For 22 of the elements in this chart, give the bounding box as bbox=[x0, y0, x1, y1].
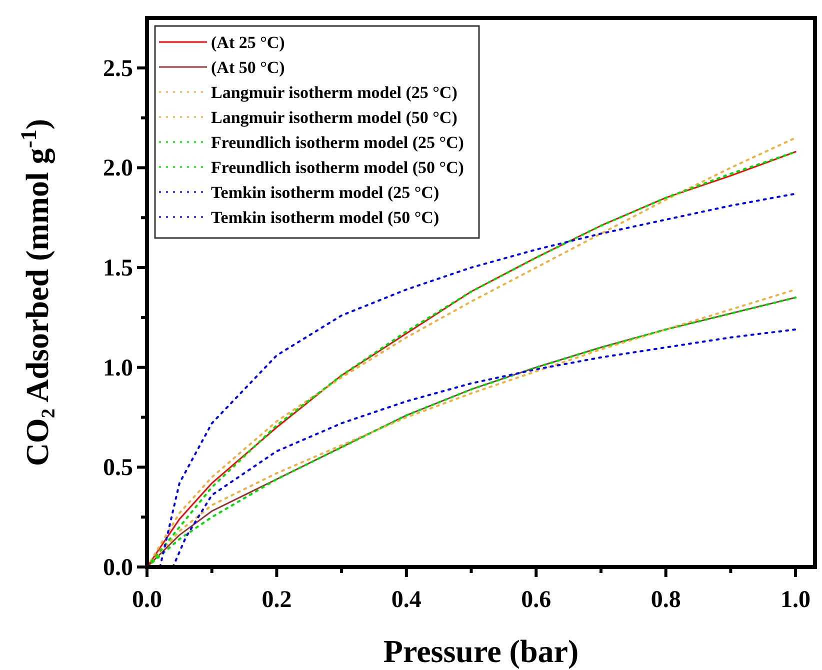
x-tick-label: 0.4 bbox=[391, 587, 422, 613]
y-tick-label: 0.0 bbox=[103, 555, 133, 581]
y-tick-label: 1.0 bbox=[103, 355, 133, 382]
y-tick-label: 2.0 bbox=[103, 156, 133, 182]
y-tick-label: 2.5 bbox=[103, 56, 133, 82]
legend-label: (At 25 °C) bbox=[211, 33, 285, 52]
legend-label: Langmuir isotherm model (25 °C) bbox=[211, 83, 458, 102]
legend-label: Freundlich isotherm model (25 °C) bbox=[211, 133, 464, 152]
line-series bbox=[172, 328, 797, 568]
legend-label: Temkin isotherm model (50 °C) bbox=[211, 208, 440, 227]
legend-label: (At 50 °C) bbox=[211, 58, 285, 77]
x-tick-label: 1.0 bbox=[780, 587, 811, 613]
x-axis-title: Pressure (bar) bbox=[383, 633, 579, 669]
legend-label: Langmuir isotherm model (50 °C) bbox=[211, 108, 458, 127]
y-tick-label: 0.5 bbox=[103, 455, 133, 482]
x-tick-label: 0.0 bbox=[132, 587, 162, 613]
legend-label: Freundlich isotherm model (50 °C) bbox=[211, 158, 464, 177]
y-tick-label: 1.5 bbox=[103, 256, 133, 282]
x-tick-label: 0.2 bbox=[262, 587, 292, 613]
legend-label: Temkin isotherm model (25 °C) bbox=[211, 183, 440, 202]
x-tick-label: 0.6 bbox=[521, 587, 552, 613]
x-tick-label: 0.8 bbox=[650, 587, 681, 613]
